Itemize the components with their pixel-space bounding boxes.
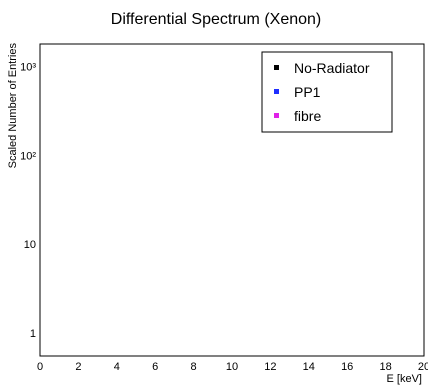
legend-box <box>261 51 393 133</box>
y-axis-title: Scaled Number of Entries <box>7 43 19 169</box>
x-tick-label: 4 <box>114 361 120 373</box>
plot-frame <box>39 43 425 357</box>
x-tick-label: 20 <box>418 361 428 373</box>
y-tick-label: 10² <box>20 150 36 162</box>
legend-marker <box>274 89 279 94</box>
x-tick-label: 12 <box>264 361 276 373</box>
x-tick-label: 6 <box>152 361 158 373</box>
y-tick-label: 10 <box>24 239 36 251</box>
y-tick-label: 10³ <box>20 62 36 74</box>
x-tick-label: 10 <box>226 361 238 373</box>
x-tick-label: 16 <box>341 361 353 373</box>
x-tick-label: 18 <box>379 361 391 373</box>
legend-marker <box>274 113 279 118</box>
legend-label: PP1 <box>294 84 321 100</box>
chart-title: Differential Spectrum (Xenon) <box>111 11 321 28</box>
x-tick-label: 0 <box>37 361 43 373</box>
legend-marker <box>274 65 279 70</box>
legend: No-Radiator PP1 fibre <box>261 51 393 133</box>
x-tick-label: 8 <box>191 361 197 373</box>
legend-label: fibre <box>294 108 321 124</box>
legend-label: No-Radiator <box>294 60 370 76</box>
x-tick-label: 2 <box>75 361 81 373</box>
x-tick-label: 14 <box>303 361 315 373</box>
x-axis-title: E [keV] <box>387 373 422 385</box>
y-tick-label: 1 <box>30 328 36 340</box>
